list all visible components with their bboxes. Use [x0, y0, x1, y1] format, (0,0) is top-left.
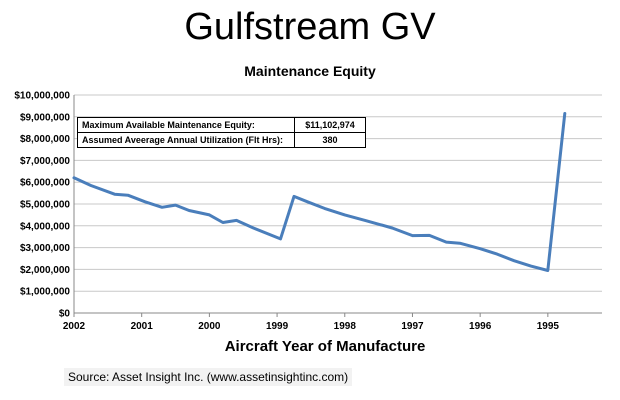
y-tick-label: $3,000,000	[20, 243, 70, 254]
x-tick-label: 1996	[469, 321, 492, 332]
max-equity-value: $11,102,974	[294, 117, 366, 133]
series-line	[72, 112, 567, 272]
y-tick-label: $7,000,000	[20, 156, 70, 167]
y-tick-label: $2,000,000	[20, 265, 70, 276]
page-title: Gulfstream GV	[184, 6, 436, 48]
x-tick-label: 2002	[63, 321, 86, 332]
max-equity-row: Maximum Available Maintenance Equity: $1…	[77, 117, 366, 133]
x-tick-label: 1998	[334, 321, 357, 332]
series-layer	[72, 112, 567, 272]
x-tick-label: 1999	[266, 321, 289, 332]
y-tick-label: $6,000,000	[20, 178, 70, 189]
y-tick-label: $1,000,000	[20, 287, 70, 298]
source-note: Source: Asset Insight Inc. (www.assetins…	[64, 368, 353, 386]
chart-title: Maintenance Equity	[244, 63, 376, 79]
y-tick-label: $9,000,000	[20, 112, 70, 123]
equity-info-table: Maximum Available Maintenance Equity: $1…	[77, 117, 366, 148]
x-tick-label: 1995	[537, 321, 560, 332]
y-tick-label: $0	[59, 309, 71, 320]
utilization-label: Assumed Aveerage Annual Utilization (Flt…	[77, 132, 295, 148]
x-tick-label: 2001	[131, 321, 154, 332]
y-tick-label: $8,000,000	[20, 134, 70, 145]
y-axis: $0 $1,000,000 $2,000,000 $3,000,000 $4,000,0…	[14, 91, 75, 320]
x-tick-label: 2000	[198, 321, 221, 332]
x-axis-title: Aircraft Year of Manufacture	[224, 338, 426, 355]
y-tick-label: $5,000,000	[20, 200, 70, 211]
max-equity-label: Maximum Available Maintenance Equity:	[77, 117, 295, 133]
y-tick-label: $10,000,000	[14, 91, 70, 102]
utilization-value: 380	[294, 132, 366, 148]
utilization-row: Assumed Aveerage Annual Utilization (Flt…	[77, 132, 366, 148]
x-tick-label: 1997	[401, 321, 424, 332]
y-tick-label: $4,000,000	[20, 221, 70, 232]
x-axis: 2002 2001 2000 1999 1998 1997 1996 1995	[63, 312, 602, 332]
